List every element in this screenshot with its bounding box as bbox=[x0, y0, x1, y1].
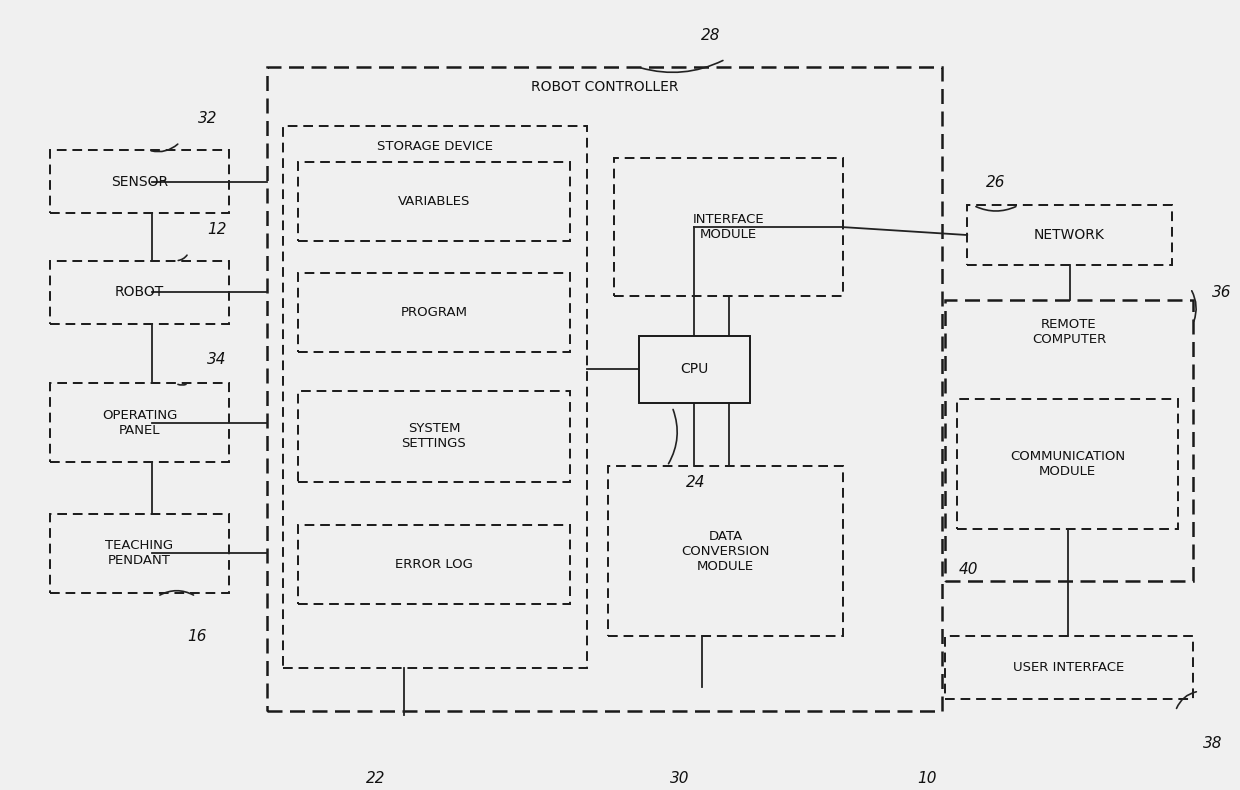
Text: INTERFACE
MODULE: INTERFACE MODULE bbox=[693, 213, 764, 241]
Bar bbox=[957, 399, 1178, 529]
Text: 32: 32 bbox=[198, 111, 218, 126]
Bar bbox=[298, 525, 570, 604]
Text: COMMUNICATION
MODULE: COMMUNICATION MODULE bbox=[1011, 450, 1125, 478]
Bar bbox=[50, 261, 229, 324]
Bar bbox=[267, 67, 942, 711]
Bar bbox=[945, 300, 1193, 581]
Text: 40: 40 bbox=[959, 562, 978, 577]
Text: 30: 30 bbox=[670, 771, 689, 786]
Text: CPU: CPU bbox=[681, 363, 708, 376]
Bar bbox=[614, 158, 843, 296]
Text: SENSOR: SENSOR bbox=[110, 175, 169, 189]
Text: 12: 12 bbox=[207, 222, 227, 237]
Text: NETWORK: NETWORK bbox=[1034, 228, 1105, 242]
Text: 16: 16 bbox=[187, 629, 207, 644]
Text: ROBOT: ROBOT bbox=[115, 285, 164, 299]
Text: 26: 26 bbox=[986, 175, 1006, 190]
Text: 36: 36 bbox=[1211, 285, 1231, 300]
Text: 24: 24 bbox=[686, 475, 706, 490]
Bar bbox=[50, 383, 229, 462]
Text: ROBOT CONTROLLER: ROBOT CONTROLLER bbox=[531, 80, 678, 94]
Bar bbox=[967, 205, 1172, 265]
Text: VARIABLES: VARIABLES bbox=[398, 195, 470, 208]
Bar bbox=[298, 162, 570, 241]
Text: SYSTEM
SETTINGS: SYSTEM SETTINGS bbox=[402, 423, 466, 450]
Bar bbox=[639, 336, 750, 403]
Text: 10: 10 bbox=[918, 771, 937, 786]
Text: 28: 28 bbox=[701, 28, 720, 43]
Text: OPERATING
PANEL: OPERATING PANEL bbox=[102, 408, 177, 437]
Text: ERROR LOG: ERROR LOG bbox=[396, 559, 472, 571]
Text: 22: 22 bbox=[366, 771, 386, 786]
Text: STORAGE DEVICE: STORAGE DEVICE bbox=[377, 140, 492, 152]
Text: 38: 38 bbox=[1203, 735, 1223, 750]
Bar bbox=[50, 514, 229, 592]
Bar bbox=[945, 636, 1193, 699]
Text: 34: 34 bbox=[207, 352, 227, 367]
Bar bbox=[283, 126, 587, 668]
Bar bbox=[50, 150, 229, 213]
Text: DATA
CONVERSION
MODULE: DATA CONVERSION MODULE bbox=[681, 529, 770, 573]
Text: USER INTERFACE: USER INTERFACE bbox=[1013, 661, 1125, 674]
Text: REMOTE
COMPUTER: REMOTE COMPUTER bbox=[1032, 318, 1106, 346]
Text: PROGRAM: PROGRAM bbox=[401, 306, 467, 318]
Bar bbox=[298, 273, 570, 352]
Text: TEACHING
PENDANT: TEACHING PENDANT bbox=[105, 539, 174, 567]
Bar bbox=[298, 391, 570, 482]
Bar bbox=[608, 466, 843, 636]
